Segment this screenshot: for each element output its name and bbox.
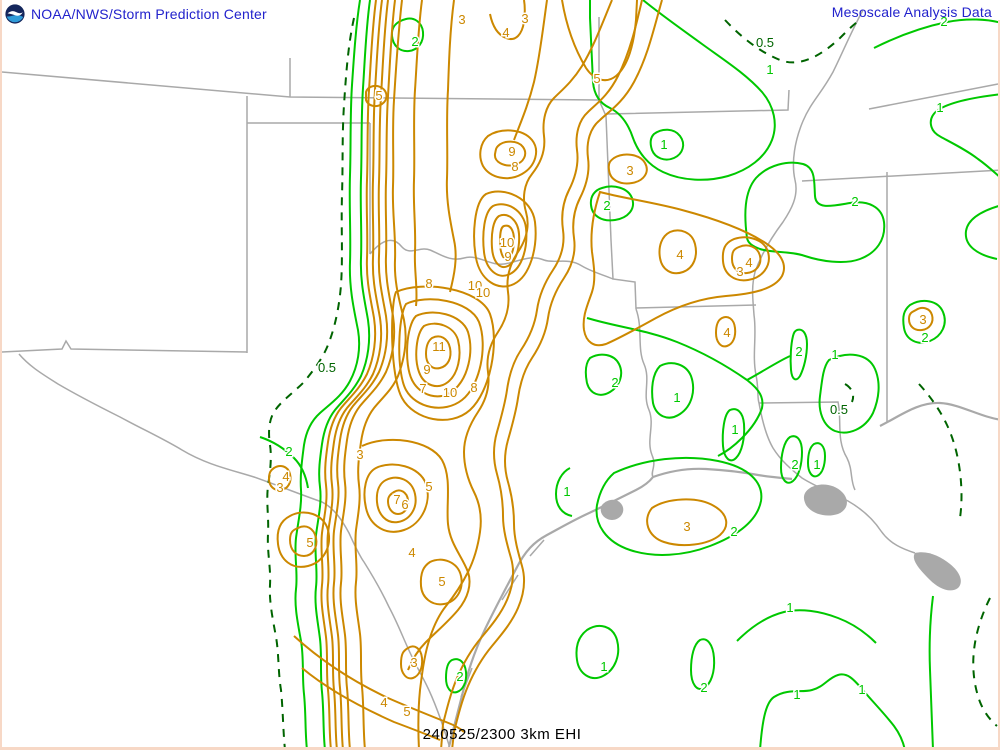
orange-contours — [267, 0, 934, 750]
contour-label: 10 — [468, 278, 482, 293]
contour-label: 3 — [683, 519, 690, 534]
contour-label: 3 — [919, 312, 926, 327]
contour-label: 4 — [282, 469, 289, 484]
state-borders — [2, 17, 1000, 491]
contour-label: 0.5 — [318, 360, 336, 375]
contour-label: 3 — [736, 264, 743, 279]
header-left: NOAA/NWS/Storm Prediction Center — [5, 4, 267, 24]
contour-label: 7 — [419, 381, 426, 396]
contour-label: 7 — [393, 492, 400, 507]
contour-label: 10 — [500, 235, 514, 250]
contour-label: 4 — [723, 325, 730, 340]
frame-bottom-edge — [2, 747, 1000, 750]
site-title: NOAA/NWS/Storm Prediction Center — [31, 6, 267, 22]
contour-label: 1 — [731, 422, 738, 437]
contour-label: 0.5 — [756, 35, 774, 50]
contour-label: 8 — [425, 276, 432, 291]
contour-label: 4 — [380, 695, 387, 710]
contour-label: 1 — [660, 137, 667, 152]
contour-label: 6 — [401, 497, 408, 512]
contour-label: 11 — [432, 339, 446, 354]
contour-label: 4 — [408, 545, 415, 560]
green-contours — [259, 0, 1000, 750]
contour-label: 1 — [813, 457, 820, 472]
contour-label: 5 — [593, 71, 600, 86]
contour-label: 1 — [858, 682, 865, 697]
contour-label: 4 — [502, 25, 509, 40]
contour-label: 1 — [673, 390, 680, 405]
contour-label: 2 — [700, 680, 707, 695]
contour-label: 5 — [306, 535, 313, 550]
contour-label: 9 — [508, 144, 515, 159]
contour-label: 2 — [791, 457, 798, 472]
map-caption: 240525/2300 3km EHI — [422, 726, 582, 743]
contour-label: 3 — [458, 12, 465, 27]
contour-label: 10 — [476, 285, 490, 300]
contour-label: 1 — [793, 687, 800, 702]
contour-label: 1 — [831, 347, 838, 362]
contour-label: 0.5 — [830, 402, 848, 417]
contour-label: 3 — [276, 480, 283, 495]
contour-label: 1 — [936, 100, 943, 115]
page-title: Mesoscale Analysis Data — [831, 4, 992, 20]
contour-label: 3 — [356, 447, 363, 462]
noaa-logo-icon — [5, 4, 25, 24]
contour-label: 2 — [795, 344, 802, 359]
contour-label: 1 — [563, 484, 570, 499]
contour-label: 4 — [745, 255, 752, 270]
contour-label: 3 — [626, 163, 633, 178]
contour-label: 5 — [425, 479, 432, 494]
contour-label: 2 — [940, 14, 947, 29]
contour-label: 5 — [375, 88, 382, 103]
header-right: Mesoscale Analysis Data — [832, 4, 992, 20]
contour-label: 10 — [443, 385, 457, 400]
contour-label: 5 — [438, 574, 445, 589]
contour-label: 2 — [611, 375, 618, 390]
contour-label: 2 — [730, 524, 737, 539]
dashed-contours-0p5 — [266, 17, 998, 750]
contour-label: 2 — [285, 444, 292, 459]
frame-right-edge — [998, 20, 1000, 750]
contour-label: 3 — [410, 655, 417, 670]
contour-label: 8 — [470, 380, 477, 395]
contour-label: 1 — [786, 600, 793, 615]
contour-label: 4 — [676, 247, 683, 262]
contour-label: 2 — [851, 194, 858, 209]
contour-label: 2 — [603, 198, 610, 213]
contour-label: 8 — [511, 159, 518, 174]
contour-label: 5 — [403, 704, 410, 719]
contour-label: 2 — [411, 34, 418, 49]
contour-label: 2 — [921, 330, 928, 345]
contour-label: 9 — [423, 362, 430, 377]
contour-label: 1 — [766, 62, 773, 77]
contour-label: 9 — [504, 249, 511, 264]
contour-label: 2 — [456, 669, 463, 684]
contour-label: 1 — [600, 659, 607, 674]
contour-label: 3 — [521, 11, 528, 26]
